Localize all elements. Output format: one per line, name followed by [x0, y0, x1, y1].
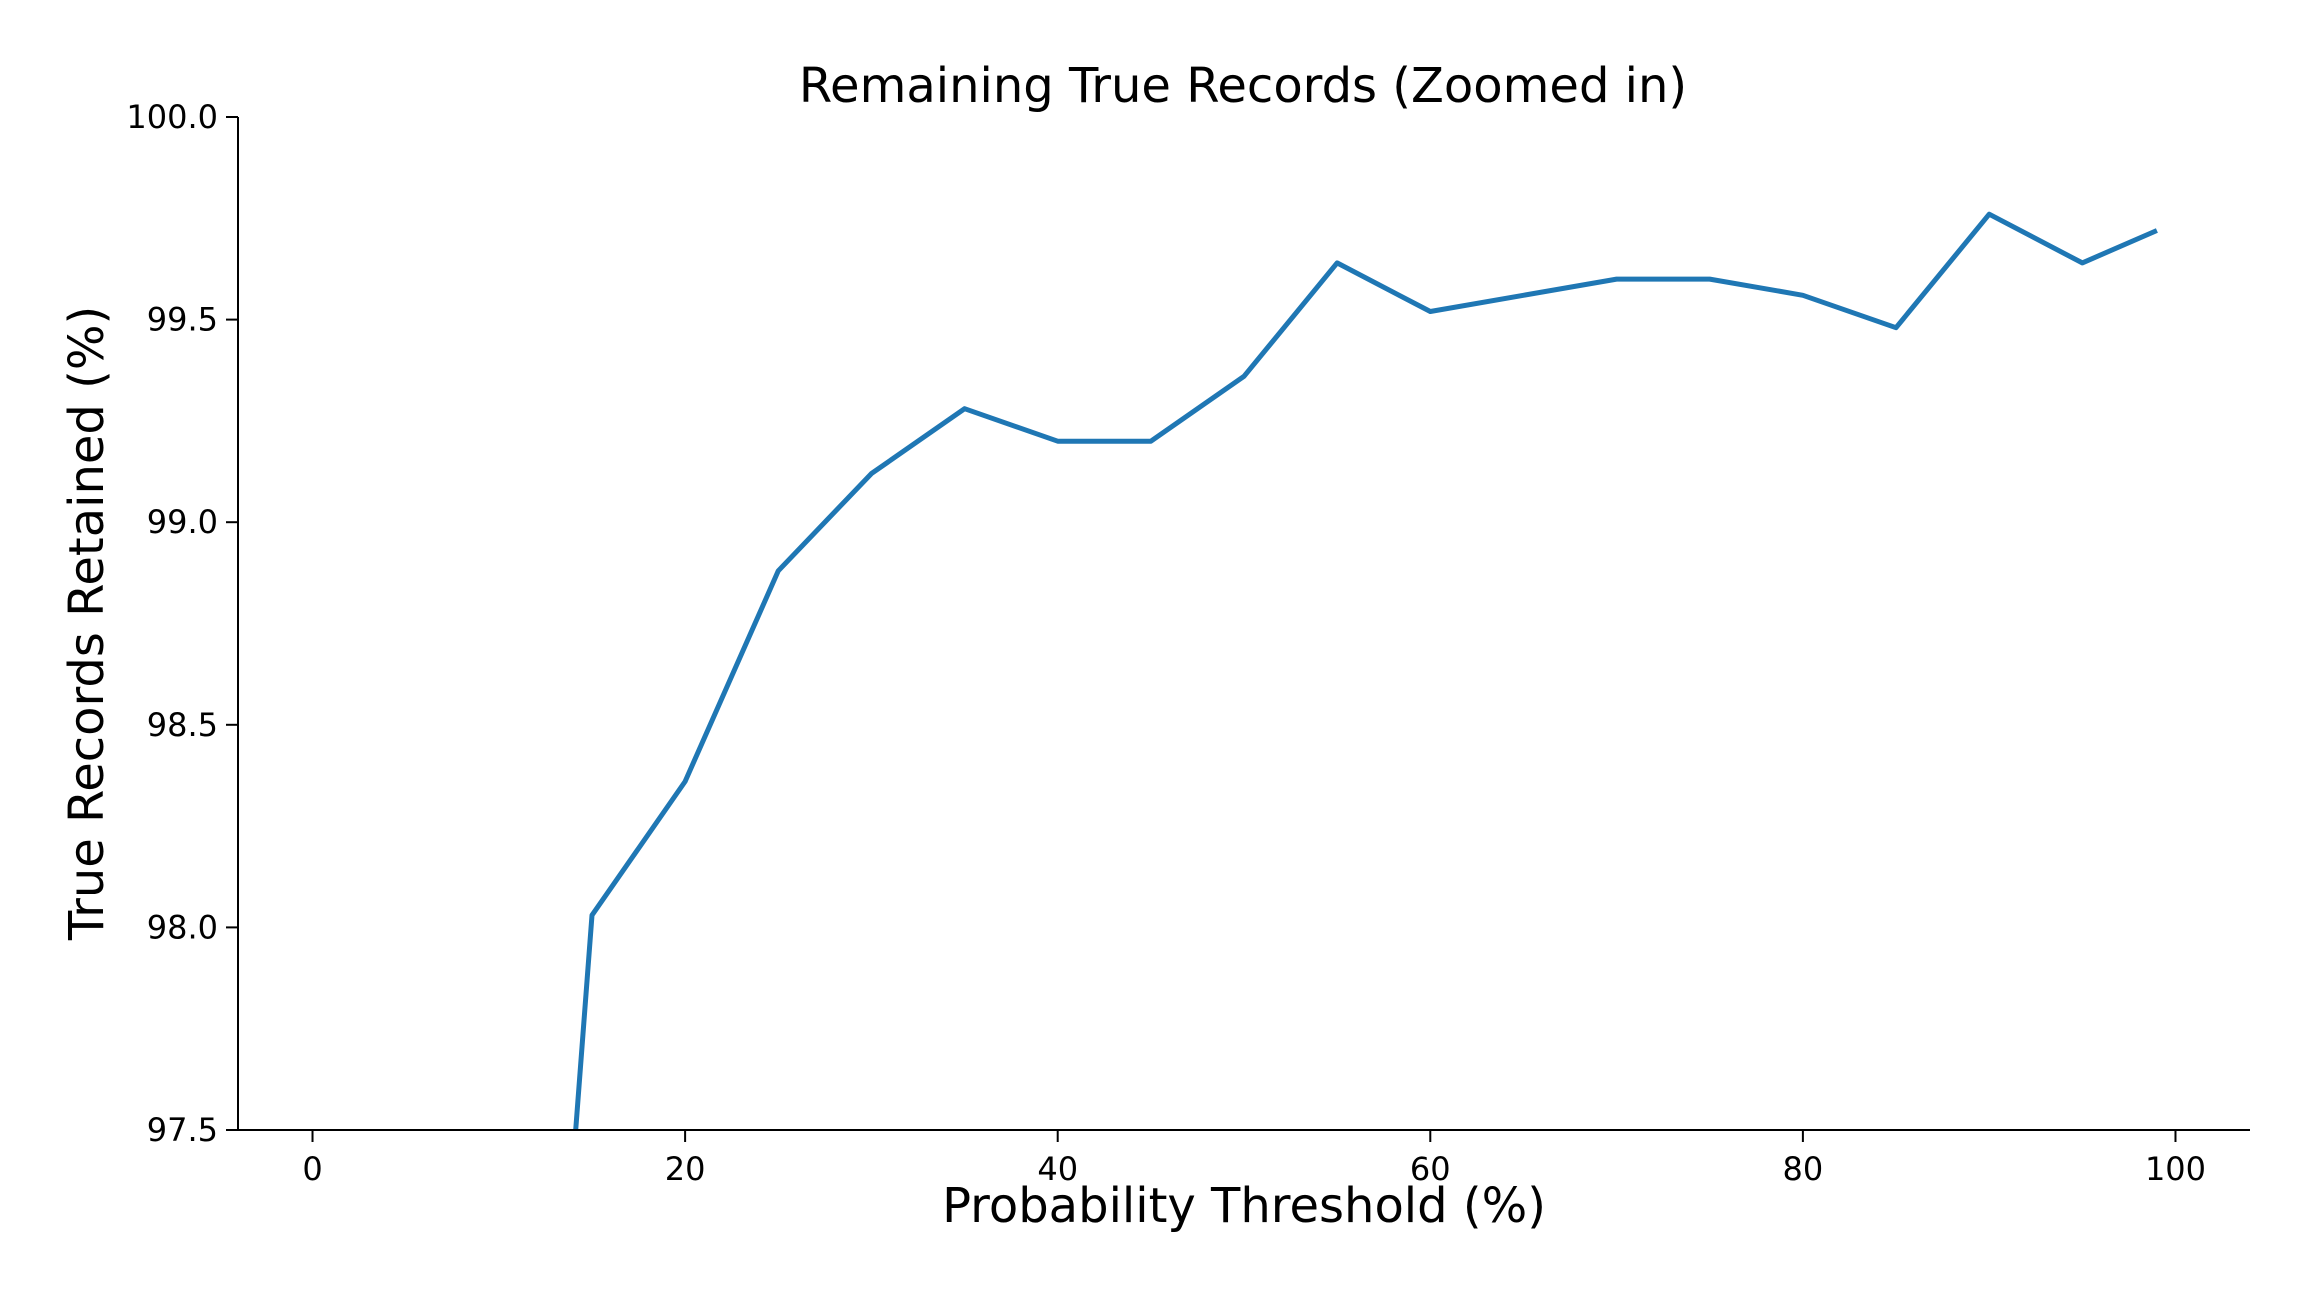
y-tick-label: 99.5: [147, 301, 218, 339]
x-axis-label: Probability Threshold (%): [942, 1178, 1546, 1234]
x-tick-label: 100: [2145, 1150, 2206, 1188]
series-line: [499, 214, 2157, 1296]
x-tick-label: 80: [1783, 1150, 1824, 1188]
y-tick-label: 98.0: [147, 908, 218, 946]
y-tick-label: 100.0: [126, 98, 218, 136]
y-axis-label: True Records Retained (%): [59, 306, 115, 941]
y-tick-label: 98.5: [147, 706, 218, 744]
chart-title: Remaining True Records (Zoomed in): [799, 58, 1687, 114]
x-tick-label: 20: [665, 1150, 706, 1188]
y-tick-label: 99.0: [147, 503, 218, 541]
x-tick-label: 0: [302, 1150, 322, 1188]
y-tick-label: 97.5: [147, 1111, 218, 1149]
